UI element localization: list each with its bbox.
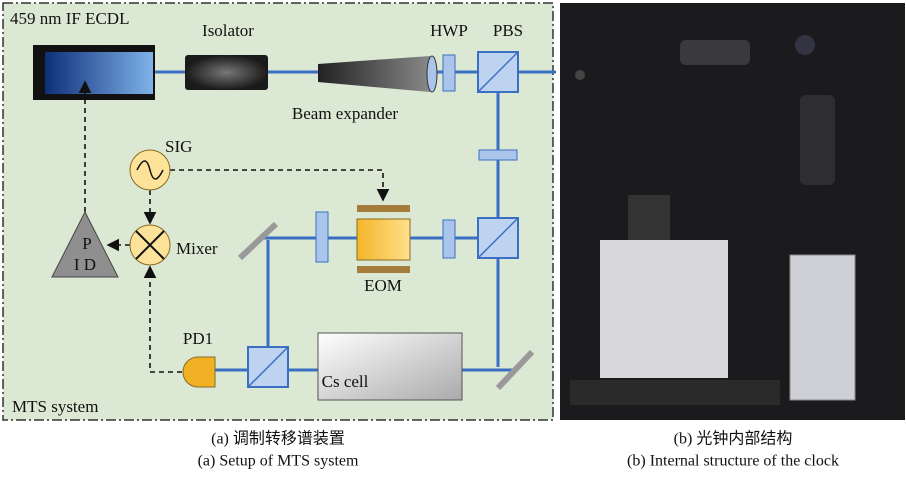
figure: 459 nm IF ECDL Isolator Beam expander HW… (0, 0, 906, 477)
pbs-label: PBS (493, 21, 523, 40)
eom-label: EOM (364, 276, 402, 295)
pid-label: P (82, 234, 91, 253)
waveplate (316, 212, 328, 262)
caption: (b) Internal structure of the clock (627, 453, 839, 470)
hwp (443, 55, 455, 91)
photo-part (680, 40, 750, 65)
eom-electrode (357, 266, 410, 273)
laser-label: 459 nm IF ECDL (10, 9, 129, 28)
mixer-label: Mixer (176, 239, 218, 258)
system-label: MTS system (12, 397, 98, 416)
eom-electrode (357, 205, 410, 212)
photo-part (575, 70, 585, 80)
hwp (443, 220, 455, 258)
pid-label: I D (74, 255, 96, 274)
photo-part (570, 380, 780, 405)
photo-box (600, 240, 728, 378)
isolator (185, 55, 268, 90)
pd1 (183, 357, 215, 387)
lens (427, 56, 437, 92)
laser-window (45, 52, 153, 94)
caption: (a) 调制转移谱装置 (211, 430, 345, 448)
eom (357, 219, 410, 260)
photo-part (795, 35, 815, 55)
caption: (a) Setup of MTS system (198, 453, 359, 470)
hwp-label: HWP (430, 21, 468, 40)
photo-box (790, 255, 855, 400)
pd1-label: PD1 (183, 329, 213, 348)
sig-label: SIG (165, 137, 192, 156)
waveplate (479, 150, 517, 160)
expander-label: Beam expander (292, 104, 399, 123)
photo-part (800, 95, 835, 185)
cs-cell-label: Cs cell (322, 372, 369, 391)
isolator-label: Isolator (202, 21, 254, 40)
photo-part (628, 195, 670, 240)
caption: (b) 光钟内部结构 (674, 430, 793, 448)
